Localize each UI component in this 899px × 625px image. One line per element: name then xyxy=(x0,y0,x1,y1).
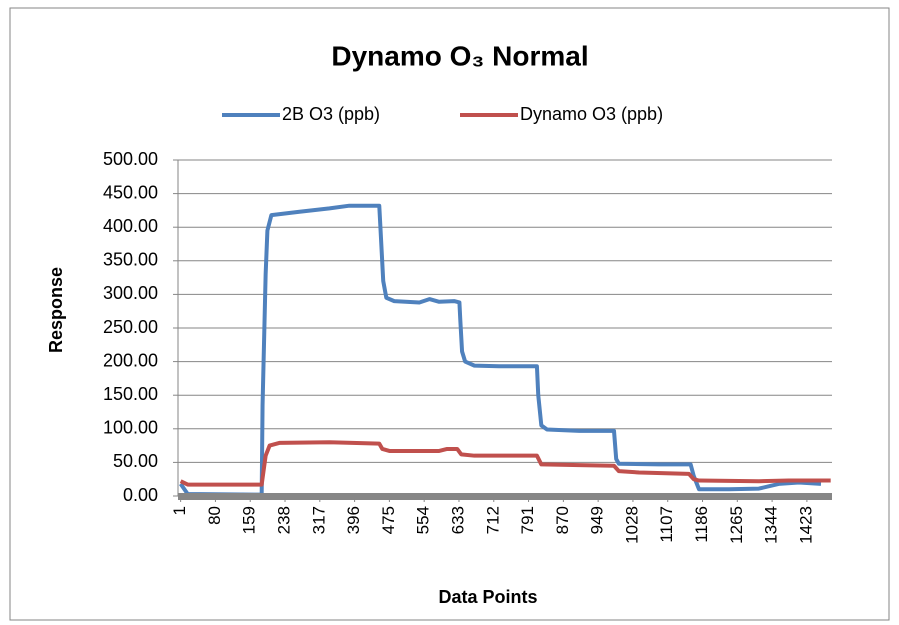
x-tick-label: 870 xyxy=(553,506,572,534)
y-tick-label: 100.00 xyxy=(103,418,158,438)
x-tick-label: 1265 xyxy=(727,506,746,544)
y-axis-label: Response xyxy=(46,267,66,353)
x-axis xyxy=(178,493,832,500)
y-tick-label: 500.00 xyxy=(103,149,158,169)
x-tick-label: 1423 xyxy=(796,506,815,544)
chart-border xyxy=(9,7,890,621)
x-tick-label: 1 xyxy=(170,506,189,515)
chart-title: Dynamo O₃ Normal xyxy=(331,40,588,71)
x-tick-label: 949 xyxy=(588,506,607,534)
x-tick-label: 396 xyxy=(344,506,363,534)
y-tick-label: 0.00 xyxy=(123,485,158,505)
x-tick-label: 80 xyxy=(205,506,224,525)
y-tick-label: 300.00 xyxy=(103,283,158,303)
x-tick-label: 712 xyxy=(483,506,502,534)
y-tick-label: 150.00 xyxy=(103,384,158,404)
x-tick-label: 791 xyxy=(518,506,537,534)
x-tick-label: 1028 xyxy=(622,506,641,544)
x-tick-label: 1186 xyxy=(692,506,711,543)
legend-label: 2B O3 (ppb) xyxy=(282,104,380,124)
x-tick-label: 633 xyxy=(448,506,467,534)
x-tick-label: 1344 xyxy=(762,506,781,544)
x-tick-label: 317 xyxy=(309,506,328,534)
y-tick-label: 350.00 xyxy=(103,250,158,270)
y-tick-label: 200.00 xyxy=(103,350,158,370)
series-line xyxy=(179,203,822,497)
series-line xyxy=(179,440,831,487)
y-tick-label: 450.00 xyxy=(103,182,158,202)
x-tick-label: 1107 xyxy=(657,506,676,543)
x-tick-label: 475 xyxy=(379,506,398,534)
x-tick-label: 238 xyxy=(275,506,294,534)
y-tick-label: 250.00 xyxy=(103,317,158,337)
y-tick-label: 50.00 xyxy=(113,451,158,471)
legend-label: Dynamo O3 (ppb) xyxy=(520,104,663,124)
x-tick-label: 554 xyxy=(414,506,433,534)
x-axis-label: Data Points xyxy=(438,587,537,607)
x-tick-label: 159 xyxy=(240,506,259,534)
y-tick-label: 400.00 xyxy=(103,216,158,236)
